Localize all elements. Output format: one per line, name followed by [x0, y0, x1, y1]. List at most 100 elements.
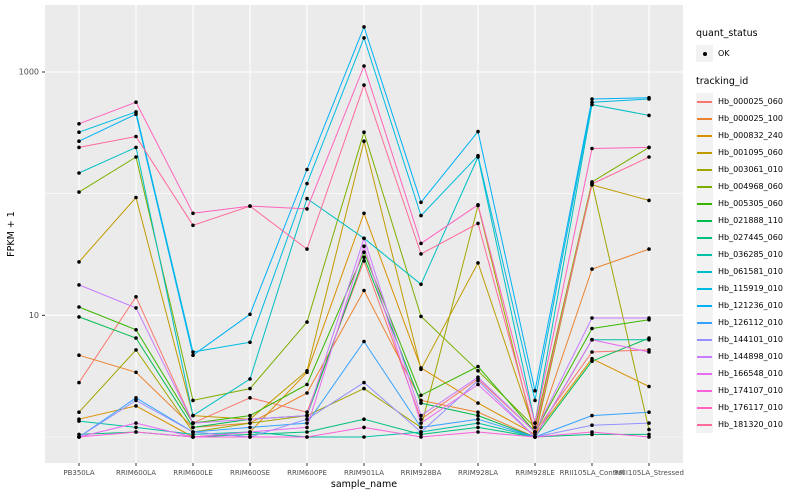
- legend-item-Hb_000832_240: Hb_000832_240: [696, 127, 800, 144]
- data-point: [362, 435, 366, 439]
- color-swatch-line-icon: [697, 151, 712, 154]
- legend-item-label: Hb_144898_010: [718, 352, 783, 361]
- data-point: [533, 425, 537, 430]
- data-point: [134, 425, 138, 430]
- data-point: [419, 413, 423, 418]
- x-tick-label: RRIM600PE: [287, 469, 327, 477]
- data-point: [305, 421, 309, 425]
- data-point: [134, 306, 138, 310]
- legend-item-label: Hb_144101_010: [718, 335, 783, 344]
- data-point: [362, 25, 366, 29]
- data-point: [191, 211, 195, 216]
- data-point: [362, 244, 366, 248]
- data-point: [134, 134, 138, 139]
- legend-item-label: Hb_000025_100: [718, 114, 783, 123]
- legend-item-label: OK: [718, 49, 730, 58]
- x-tick-label: RRIM901LA: [344, 469, 384, 477]
- data-point: [476, 378, 480, 383]
- legend-key: [696, 365, 713, 382]
- color-swatch-line-icon: [697, 406, 712, 409]
- legend-item-label: Hb_126112_010: [718, 318, 783, 327]
- data-point: [134, 421, 138, 425]
- legend-title-quant-status: quant_status: [696, 28, 758, 39]
- data-point: [77, 122, 81, 126]
- x-tick-label: PB350LA: [63, 469, 94, 477]
- data-point: [362, 386, 366, 391]
- data-point: [191, 398, 195, 403]
- data-point: [476, 417, 480, 422]
- y-axis-title: FPKM + 1: [6, 211, 17, 257]
- data-point: [590, 182, 594, 186]
- data-point: [362, 380, 366, 385]
- legend-tracking-id: tracking_id Hb_000025_060 Hb_000025_100 Hb…: [696, 76, 800, 433]
- color-swatch-line-icon: [697, 117, 712, 120]
- data-point: [590, 430, 594, 434]
- data-point: [476, 410, 480, 415]
- data-point: [647, 155, 651, 159]
- data-point: [476, 203, 480, 207]
- data-point: [248, 377, 252, 381]
- data-point: [248, 430, 252, 434]
- legend-item-Hb_061581_010: Hb_061581_010: [696, 263, 800, 280]
- data-point: [590, 413, 594, 418]
- color-swatch-line-icon: [697, 372, 712, 375]
- legend-item-Hb_181320_010: Hb_181320_010: [696, 416, 800, 433]
- color-swatch-line-icon: [697, 185, 712, 188]
- legend-item-Hb_005305_060: Hb_005305_060: [696, 195, 800, 212]
- x-tick-label: RRII105LA_Control: [560, 469, 625, 477]
- data-point: [362, 211, 366, 216]
- data-point: [533, 388, 537, 393]
- legend-item-label: Hb_004968_060: [718, 182, 783, 191]
- legend-key: [696, 195, 713, 212]
- data-point: [305, 425, 309, 430]
- data-point: [77, 130, 81, 134]
- data-point: [419, 398, 423, 403]
- data-point: [77, 419, 81, 423]
- data-point: [77, 139, 81, 143]
- data-point: [191, 421, 195, 425]
- data-point: [419, 430, 423, 434]
- legend-item-label: Hb_121236_010: [718, 301, 783, 310]
- data-point: [248, 421, 252, 425]
- data-point: [647, 113, 651, 118]
- data-point: [419, 213, 423, 218]
- quant-status-key: [696, 45, 713, 62]
- data-point: [134, 328, 138, 332]
- legend-item-Hb_027445_060: Hb_027445_060: [696, 229, 800, 246]
- data-point: [191, 223, 195, 228]
- legend-item-label: Hb_061581_010: [718, 267, 783, 276]
- legend-key: [696, 229, 713, 246]
- data-point: [77, 353, 81, 358]
- data-point: [248, 396, 252, 400]
- data-point: [533, 435, 537, 439]
- legend-quant-status: quant_status OK: [696, 28, 800, 62]
- data-point: [590, 337, 594, 342]
- legend-item-label: Hb_174107_010: [718, 386, 783, 395]
- data-point: [248, 435, 252, 439]
- data-point: [647, 350, 651, 354]
- legend-item-label: Hb_036285_010: [718, 250, 783, 259]
- data-point: [419, 421, 423, 425]
- color-swatch-line-icon: [697, 100, 712, 103]
- data-point: [134, 112, 138, 116]
- data-point: [590, 267, 594, 271]
- data-point: [590, 316, 594, 320]
- legend-item-Hb_001095_060: Hb_001095_060: [696, 144, 800, 161]
- data-point: [305, 320, 309, 324]
- legend-item-Hb_000025_100: Hb_000025_100: [696, 110, 800, 127]
- legend-key: [696, 127, 713, 144]
- data-point: [362, 255, 366, 260]
- legend-key: [696, 178, 713, 195]
- x-tick-label: RRIM600LA: [116, 469, 156, 477]
- data-point: [590, 146, 594, 151]
- legend: quant_status OK tracking_id Hb_000025_06…: [696, 28, 800, 447]
- legend-item-label: Hb_000025_060: [718, 97, 783, 106]
- data-point: [305, 181, 309, 186]
- legend-item-label: Hb_166548_010: [718, 369, 783, 378]
- legend-key: [696, 246, 713, 263]
- data-point: [419, 435, 423, 439]
- data-point: [590, 356, 594, 361]
- data-point: [305, 207, 309, 211]
- data-point: [191, 425, 195, 430]
